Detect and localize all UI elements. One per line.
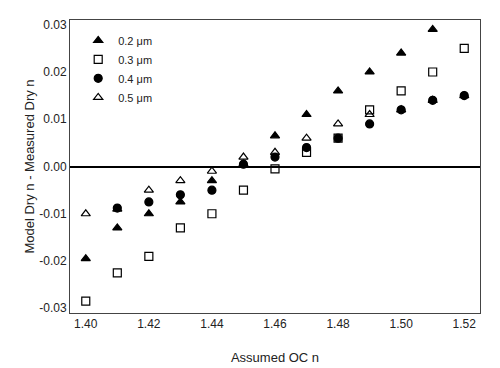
svg-text:0.4 μm: 0.4 μm: [118, 73, 152, 85]
svg-text:Assumed OC n: Assumed OC n: [231, 350, 319, 365]
svg-text:1.46: 1.46: [263, 317, 287, 331]
svg-text:Model Dry n - Measured Dry n: Model Dry n - Measured Dry n: [22, 79, 37, 253]
svg-text:1.52: 1.52: [453, 317, 477, 331]
svg-text:1.50: 1.50: [389, 317, 413, 331]
svg-text:0.01: 0.01: [43, 112, 67, 126]
svg-text:0.03: 0.03: [43, 18, 67, 32]
svg-text:0.2 μm: 0.2 μm: [118, 35, 152, 47]
svg-text:1.48: 1.48: [326, 317, 350, 331]
svg-text:-0.03: -0.03: [39, 301, 67, 315]
svg-text:1.42: 1.42: [137, 317, 161, 331]
svg-text:-0.01: -0.01: [39, 207, 67, 221]
svg-text:1.40: 1.40: [74, 317, 98, 331]
svg-text:0.02: 0.02: [43, 65, 67, 79]
svg-text:-0.02: -0.02: [39, 254, 67, 268]
svg-text:0.5 μm: 0.5 μm: [118, 92, 152, 104]
svg-text:1.44: 1.44: [200, 317, 224, 331]
svg-text:0.00: 0.00: [43, 160, 67, 174]
svg-text:0.3 μm: 0.3 μm: [118, 54, 152, 66]
